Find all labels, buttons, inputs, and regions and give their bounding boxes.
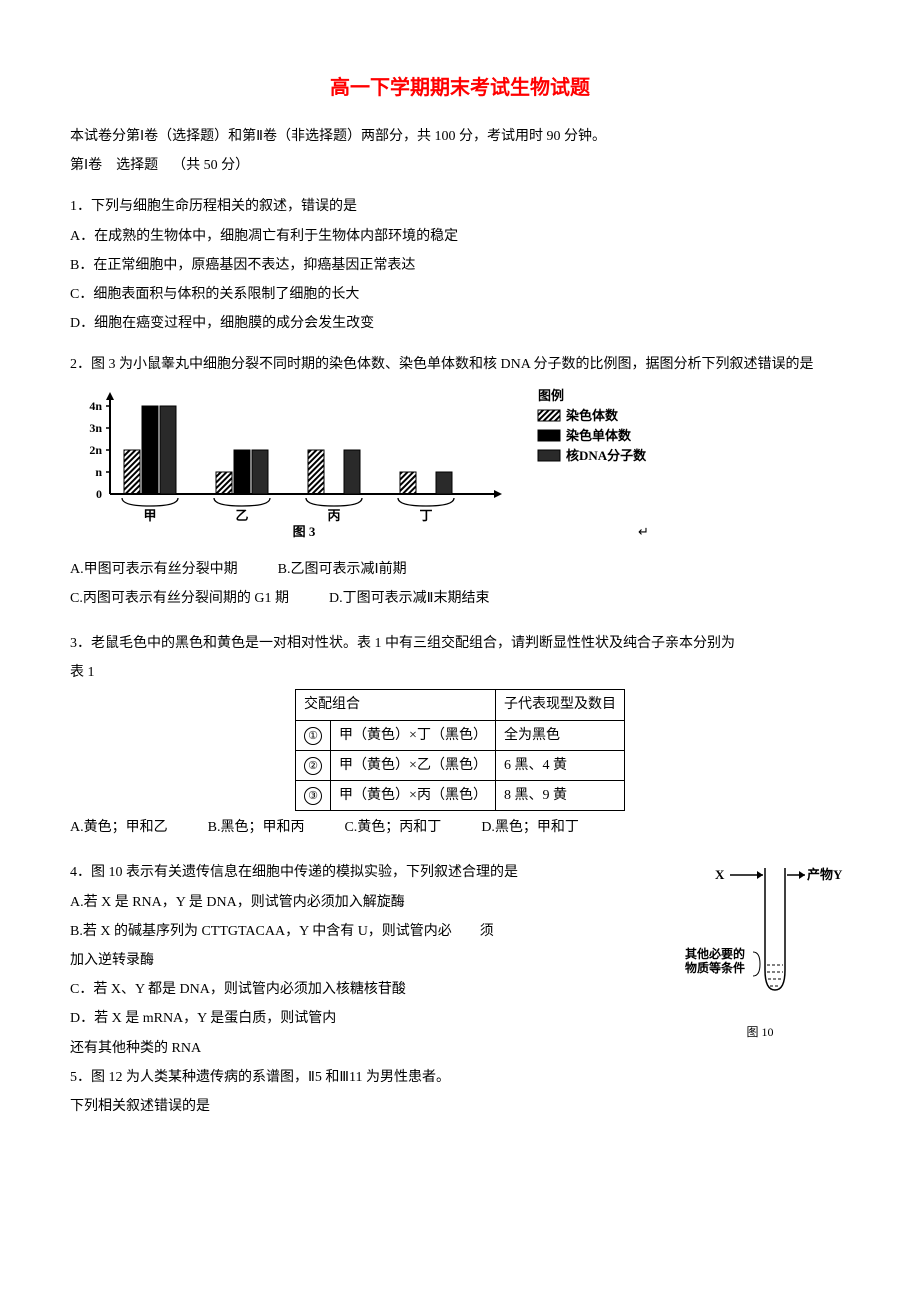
- q5-line2: 下列相关叙述错误的是: [70, 1094, 670, 1119]
- label-x: X: [715, 867, 725, 882]
- fig10-caption: 图 10: [670, 1022, 850, 1044]
- svg-text:丙: 丙: [327, 508, 340, 523]
- row-combo: 甲（黄色）×乙（黑色）: [331, 750, 496, 780]
- q3-option-b: B.黑色；甲和丙: [208, 815, 305, 840]
- q3-option-d: D.黑色；甲和丁: [481, 815, 579, 840]
- row-num: ③: [304, 787, 322, 805]
- q2-bar-chart-svg: n 2n 3n 4n 0 甲 乙 丙 丁图 3 ↵ 图例染色体数染色单体数核DNA分子数: [70, 384, 710, 544]
- q2-option-d: D.丁图可表示减Ⅱ末期结束: [329, 586, 490, 611]
- svg-text:4n: 4n: [89, 399, 102, 413]
- q1-option-c: C．细胞表面积与体积的关系限制了细胞的长大: [70, 282, 850, 307]
- section-header: 第Ⅰ卷 选择题 （共 50 分）: [70, 153, 850, 178]
- row-off: 全为黑色: [495, 720, 624, 750]
- q4-option-d-line2: 还有其他种类的 RNA: [70, 1036, 670, 1061]
- q2-option-b: B.乙图可表示减Ⅰ前期: [278, 557, 407, 582]
- intro-text: 本试卷分第Ⅰ卷（选择题）和第Ⅱ卷（非选择题）两部分，共 100 分，考试用时 9…: [70, 124, 850, 149]
- q4-option-b-line1: B.若 X 的碱基序列为 CTTGTACAA，Y 中含有 U，则试管内必 须: [70, 919, 670, 944]
- q1-option-d: D．细胞在癌变过程中，细胞膜的成分会发生改变: [70, 311, 850, 336]
- q1-option-b: B．在正常细胞中，原癌基因不表达，抑癌基因正常表达: [70, 253, 850, 278]
- table-row: ③ 甲（黄色）×丙（黑色） 8 黑、9 黄: [296, 781, 625, 811]
- q4-option-c: C．若 X、Y 都是 DNA，则试管内必须加入核糖核苷酸: [70, 977, 670, 1002]
- q4-option-a: A.若 X 是 RNA，Y 是 DNA，则试管内必须加入解旋酶: [70, 890, 670, 915]
- q4-option-d-line1: D．若 X 是 mRNA，Y 是蛋白质，则试管内: [70, 1006, 670, 1031]
- q3-stem: 3．老鼠毛色中的黑色和黄色是一对相对性状。表 1 中有三组交配组合，请判断显性性…: [70, 631, 850, 656]
- svg-text:0: 0: [96, 487, 102, 501]
- test-tube-icon: X 产物Y 其他必要的 物质等条件: [675, 860, 845, 1010]
- label-y: 产物Y: [807, 867, 843, 882]
- q3-option-a: A.黄色；甲和乙: [70, 815, 168, 840]
- q3-option-c: C.黄色；丙和丁: [344, 815, 441, 840]
- svg-text:染色体数: 染色体数: [565, 408, 619, 423]
- header-offspring: 子代表现型及数目: [495, 690, 624, 720]
- q1-option-a: A．在成熟的生物体中，细胞凋亡有利于生物体内部环境的稳定: [70, 224, 850, 249]
- row-num: ②: [304, 757, 322, 775]
- row-combo: 甲（黄色）×丙（黑色）: [331, 781, 496, 811]
- svg-text:2n: 2n: [89, 443, 102, 457]
- row-off: 8 黑、9 黄: [495, 781, 624, 811]
- q3-table: 交配组合 子代表现型及数目 ① 甲（黄色）×丁（黑色） 全为黑色 ② 甲（黄色）…: [295, 689, 625, 811]
- q2-option-c: C.丙图可表示有丝分裂间期的 G1 期: [70, 586, 289, 611]
- svg-text:甲: 甲: [143, 508, 156, 523]
- svg-text:乙: 乙: [235, 508, 248, 523]
- header-combo: 交配组合: [296, 690, 496, 720]
- label-cond1: 其他必要的: [685, 946, 745, 961]
- row-num: ①: [304, 727, 322, 745]
- q4-stem: 4．图 10 表示有关遗传信息在细胞中传递的模拟实验，下列叙述合理的是: [70, 860, 670, 885]
- q1-stem: 1．下列与细胞生命历程相关的叙述，错误的是: [70, 194, 850, 219]
- svg-text:↵: ↵: [638, 524, 649, 539]
- q3-table-label: 表 1: [70, 660, 850, 685]
- svg-text:染色单体数: 染色单体数: [565, 428, 632, 443]
- svg-text:核DNA分子数: 核DNA分子数: [566, 448, 647, 463]
- label-cond2: 物质等条件: [685, 960, 745, 975]
- q2-chart: n 2n 3n 4n 0 甲 乙 丙 丁图 3 ↵ 图例染色体数染色单体数核DNA分子数: [70, 384, 850, 553]
- table-row: ① 甲（黄色）×丁（黑色） 全为黑色: [296, 720, 625, 750]
- svg-text:丁: 丁: [419, 508, 432, 523]
- svg-text:图 3: 图 3: [293, 524, 316, 539]
- row-combo: 甲（黄色）×丁（黑色）: [331, 720, 496, 750]
- q5-line1: 5．图 12 为人类某种遗传病的系谱图，Ⅱ5 和Ⅲ11 为男性患者。: [70, 1065, 670, 1090]
- q4-option-b-line2: 加入逆转录酶: [70, 948, 670, 973]
- q2-option-a: A.甲图可表示有丝分裂中期: [70, 557, 238, 582]
- page-title: 高一下学期期末考试生物试题: [70, 70, 850, 106]
- table-header-row: 交配组合 子代表现型及数目: [296, 690, 625, 720]
- row-off: 6 黑、4 黄: [495, 750, 624, 780]
- svg-text:图例: 图例: [538, 388, 564, 403]
- svg-text:n: n: [95, 465, 102, 479]
- q2-stem: 2．图 3 为小鼠睾丸中细胞分裂不同时期的染色体数、染色单体数和核 DNA 分子…: [70, 352, 850, 377]
- table-row: ② 甲（黄色）×乙（黑色） 6 黑、4 黄: [296, 750, 625, 780]
- svg-text:3n: 3n: [89, 421, 102, 435]
- q4-figure: X 产物Y 其他必要的 物质等条件 图 10: [670, 860, 850, 1043]
